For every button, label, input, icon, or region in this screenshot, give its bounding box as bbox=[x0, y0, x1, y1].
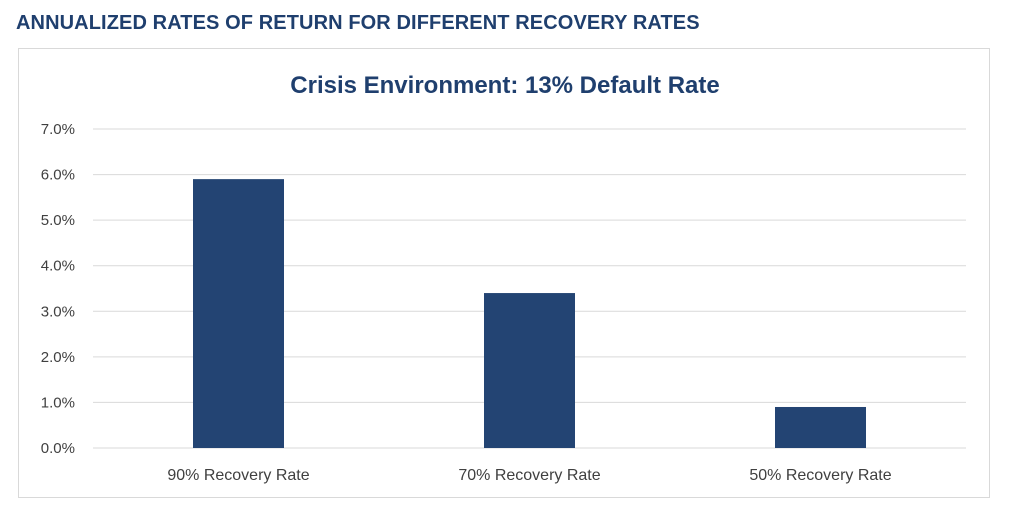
y-tick-label: 7.0% bbox=[41, 121, 75, 138]
bar bbox=[484, 293, 575, 448]
y-tick-label: 2.0% bbox=[41, 349, 75, 366]
y-tick-label: 3.0% bbox=[41, 303, 75, 320]
y-tick-label: 0.0% bbox=[41, 440, 75, 457]
x-category-label: 70% Recovery Rate bbox=[458, 467, 600, 484]
chart-title: Crisis Environment: 13% Default Rate bbox=[290, 72, 719, 99]
bars bbox=[193, 179, 866, 448]
x-category-label: 90% Recovery Rate bbox=[167, 467, 309, 484]
bar-chart: Crisis Environment: 13% Default Rate 0.0… bbox=[41, 72, 966, 484]
y-tick-label: 1.0% bbox=[41, 394, 75, 411]
x-category-label: 50% Recovery Rate bbox=[749, 467, 891, 484]
bar bbox=[775, 406, 866, 448]
page-heading: ANNUALIZED RATES OF RETURN FOR DIFFERENT… bbox=[16, 12, 700, 34]
y-tick-label: 5.0% bbox=[41, 212, 75, 229]
x-axis-category-labels: 90% Recovery Rate 70% Recovery Rate 50% Re… bbox=[167, 467, 891, 484]
bar bbox=[193, 179, 284, 448]
y-axis-tick-labels: 0.0% 1.0% 2.0% 3.0% 4.0% 5.0% 6.0% 7.0% bbox=[41, 121, 75, 457]
y-tick-label: 4.0% bbox=[41, 258, 75, 275]
chart-frame: Crisis Environment: 13% Default Rate 0.0… bbox=[18, 48, 990, 498]
y-tick-label: 6.0% bbox=[41, 167, 75, 184]
